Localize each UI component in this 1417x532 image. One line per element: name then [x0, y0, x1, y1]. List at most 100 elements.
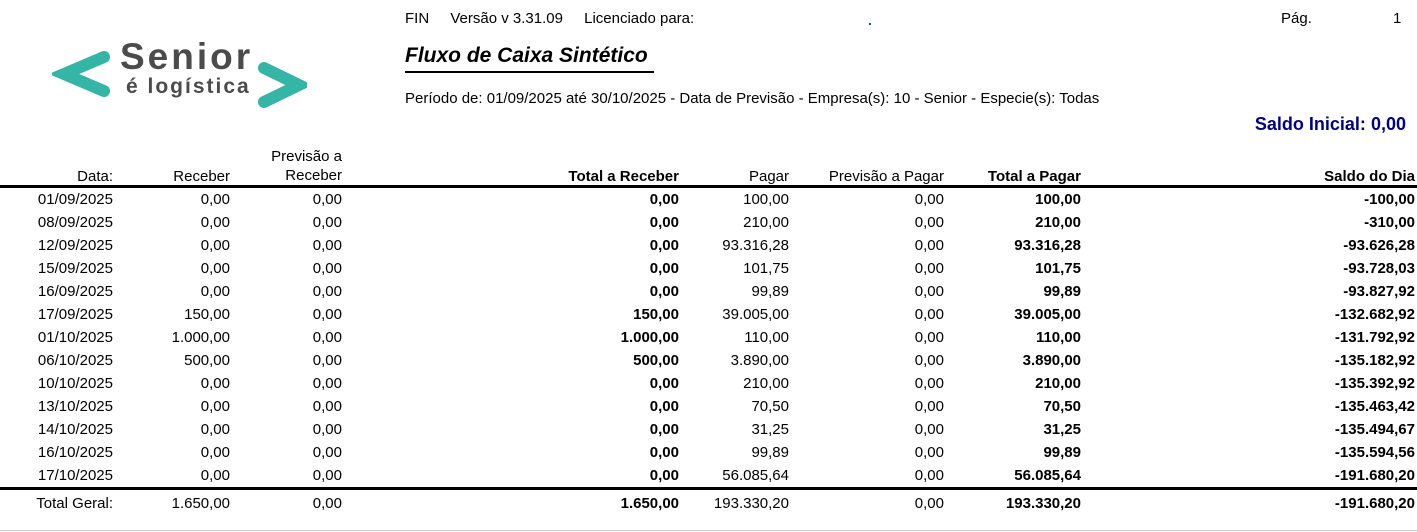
cell-previsao-a-receber: 0,00: [312, 467, 342, 484]
table-row: 08/09/2025 0,00 0,00 0,00 210,00 0,00 210,00 -3…: [0, 211, 1417, 234]
cell-data: 12/09/2025: [37, 237, 113, 254]
col-header-saldo-do-dia: Saldo do Dia: [1324, 168, 1415, 185]
table-row: 14/10/2025 0,00 0,00 0,00 31,25 0,00 31,25 -135…: [0, 418, 1417, 441]
cell-total-a-receber: 0,00: [649, 421, 679, 438]
cell-total-a-pagar: 193.330,20: [1005, 495, 1081, 512]
cell-saldo-do-dia: -191.680,20: [1334, 495, 1415, 512]
cell-total-a-pagar: 210,00: [1035, 214, 1081, 231]
cell-receber: 0,00: [200, 421, 230, 438]
cell-saldo-do-dia: -135.594,56: [1334, 444, 1415, 461]
cell-saldo-do-dia: -131.792,92: [1334, 329, 1415, 346]
table-header-row: Data: Receber Previsão a Receber Total a…: [0, 141, 1417, 187]
col-header-receber: Receber: [173, 168, 230, 185]
cell-saldo-do-dia: -93.827,92: [1343, 283, 1415, 300]
total-row: Total Geral: 1.650,00 0,00 1.650,00 193.330,…: [0, 488, 1417, 518]
cell-previsao-a-pagar: 0,00: [914, 283, 944, 300]
cell-saldo-do-dia: -135.463,42: [1334, 398, 1415, 415]
cell-previsao-a-receber: 0,00: [312, 191, 342, 208]
cell-receber: 0,00: [200, 214, 230, 231]
table-row: 15/09/2025 0,00 0,00 0,00 101,75 0,00 101,75 -9…: [0, 257, 1417, 280]
table-row: 01/09/2025 0,00 0,00 0,00 100,00 0,00 100,00 -1…: [0, 187, 1417, 212]
table-row: 12/09/2025 0,00 0,00 0,00 93.316,28 0,00 93.31…: [0, 234, 1417, 257]
saldo-inicial-value: 0,00: [1370, 114, 1406, 134]
cell-pagar: 193.330,20: [713, 495, 789, 512]
cell-pagar: 100,00: [743, 191, 789, 208]
cell-total-a-receber: 0,00: [649, 191, 679, 208]
cell-previsao-a-pagar: 0,00: [914, 329, 944, 346]
table-row: 17/09/2025 150,00 0,00 150,00 39.005,00 0,00 3…: [0, 303, 1417, 326]
cell-previsao-a-receber: 0,00: [312, 495, 342, 512]
table-row: 01/10/2025 1.000,00 0,00 1.000,00 110,00 0,00…: [0, 326, 1417, 349]
cell-data: 06/10/2025: [37, 352, 113, 369]
cell-total-a-receber: 500,00: [633, 352, 679, 369]
cell-previsao-a-pagar: 0,00: [914, 444, 944, 461]
cell-previsao-a-receber: 0,00: [312, 214, 342, 231]
cell-previsao-a-receber: 0,00: [312, 329, 342, 346]
cell-receber: 0,00: [200, 237, 230, 254]
cell-pagar: 39.005,00: [722, 306, 789, 323]
logo-right-chevron-icon: [258, 62, 308, 108]
cell-data: 14/10/2025: [37, 421, 113, 438]
table-footer: Total Geral: 1.650,00 0,00 1.650,00 193.330,…: [0, 488, 1417, 518]
cell-total-a-pagar: 99,89: [1043, 444, 1081, 461]
cell-pagar: 101,75: [743, 260, 789, 277]
app-product-name: FIN: [405, 10, 430, 27]
cell-total-a-receber: 1.000,00: [620, 329, 679, 346]
cell-pagar: 31,25: [751, 421, 789, 438]
cell-previsao-a-pagar: 0,00: [914, 495, 944, 512]
cell-total-a-receber: 150,00: [633, 306, 679, 323]
page-number: 1: [1393, 10, 1402, 27]
cell-saldo-do-dia: -135.392,92: [1334, 375, 1415, 392]
cell-total-a-receber: 0,00: [649, 283, 679, 300]
cell-total-a-receber: 0,00: [649, 237, 679, 254]
cell-receber: 1.650,00: [171, 495, 230, 512]
table-row: 06/10/2025 500,00 0,00 500,00 3.890,00 0,00 3.…: [0, 349, 1417, 372]
col-header-pagar: Pagar: [748, 168, 789, 185]
cell-total-a-receber: 0,00: [649, 444, 679, 461]
cell-previsao-a-receber: 0,00: [312, 306, 342, 323]
report-period-line: Período de: 01/09/2025 até 30/10/2025 - …: [405, 90, 1100, 107]
cell-previsao-a-pagar: 0,00: [914, 352, 944, 369]
cashflow-table: Data: Receber Previsão a Receber Total a…: [0, 141, 1417, 517]
cell-data: Total Geral:: [36, 495, 113, 512]
cell-saldo-do-dia: -93.626,28: [1343, 237, 1415, 254]
cell-saldo-do-dia: -135.494,67: [1334, 421, 1415, 438]
cell-pagar: 99,89: [751, 444, 789, 461]
cell-receber: 0,00: [200, 375, 230, 392]
licensed-client-value: .: [868, 12, 872, 28]
senior-logo: Senior é logística: [52, 36, 308, 108]
cell-pagar: 70,50: [751, 398, 789, 415]
cell-pagar: 210,00: [743, 375, 789, 392]
licensed-label: Licenciado para:: [584, 10, 695, 27]
cell-saldo-do-dia: -310,00: [1364, 214, 1415, 231]
col-header-data: Data:: [77, 168, 113, 185]
cell-pagar: 56.085,64: [722, 467, 789, 484]
cell-receber: 0,00: [200, 444, 230, 461]
cell-total-a-pagar: 93.316,28: [1014, 237, 1081, 254]
cell-data: 08/09/2025: [37, 214, 113, 231]
cell-previsao-a-receber: 0,00: [312, 352, 342, 369]
saldo-inicial-label: Saldo Inicial:: [1254, 114, 1366, 134]
cell-receber: 0,00: [200, 283, 230, 300]
cell-data: 01/09/2025: [37, 191, 113, 208]
cell-pagar: 3.890,00: [730, 352, 789, 369]
cell-total-a-receber: 0,00: [649, 214, 679, 231]
table-row: 16/09/2025 0,00 0,00 0,00 99,89 0,00 99,89 -93.…: [0, 280, 1417, 303]
col-header-previsao-a-receber: Previsão a Receber: [271, 148, 342, 184]
cell-data: 17/09/2025: [37, 306, 113, 323]
cell-data: 15/09/2025: [37, 260, 113, 277]
cell-previsao-a-receber: 0,00: [312, 444, 342, 461]
cell-receber: 1.000,00: [171, 329, 230, 346]
cell-total-a-receber: 0,00: [649, 398, 679, 415]
page-bottom-rule: [0, 530, 1417, 531]
cell-total-a-receber: 0,00: [649, 375, 679, 392]
logo-brand-text: Senior: [120, 36, 254, 77]
cell-total-a-pagar: 210,00: [1035, 375, 1081, 392]
cell-data: 13/10/2025: [37, 398, 113, 415]
cell-previsao-a-pagar: 0,00: [914, 214, 944, 231]
cell-pagar: 93.316,28: [722, 237, 789, 254]
cell-previsao-a-receber: 0,00: [312, 421, 342, 438]
cell-total-a-pagar: 3.890,00: [1022, 352, 1081, 369]
cell-total-a-pagar: 100,00: [1035, 191, 1081, 208]
cell-saldo-do-dia: -100,00: [1364, 191, 1415, 208]
